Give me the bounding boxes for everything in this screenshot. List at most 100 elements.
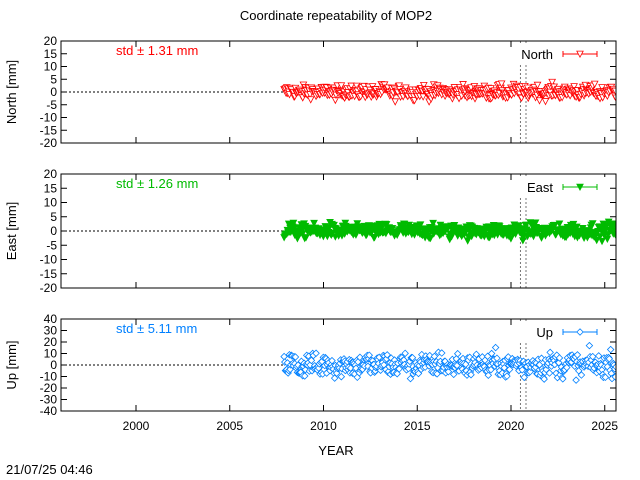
data-point	[585, 341, 594, 350]
series-north	[280, 78, 616, 106]
data-point	[383, 351, 391, 359]
data-point	[487, 349, 496, 358]
y-tick-label: -20	[40, 136, 58, 150]
data-point	[611, 87, 616, 96]
data-point	[365, 351, 374, 359]
data-point	[306, 96, 315, 104]
data-point	[598, 84, 606, 92]
data-point	[401, 349, 409, 358]
data-point	[545, 369, 554, 377]
data-point	[520, 373, 528, 382]
y-tick-label: -10	[40, 253, 58, 267]
data-point	[487, 365, 495, 374]
y-tick-label: 15	[44, 47, 58, 61]
y-tick-label: 20	[44, 167, 58, 181]
legend: Up	[514, 322, 610, 342]
data-point	[612, 94, 616, 102]
data-point	[535, 97, 544, 105]
data-point	[598, 237, 606, 246]
legend-label: Up	[536, 325, 553, 340]
series-east	[280, 218, 616, 246]
y-tick-label: 10	[44, 60, 58, 74]
data-point	[605, 355, 614, 363]
data-point	[548, 78, 557, 87]
y-tick-label: 10	[44, 347, 58, 361]
data-point	[537, 234, 546, 242]
data-point	[426, 351, 434, 360]
data-point	[592, 236, 601, 245]
data-point	[573, 351, 582, 359]
data-point	[596, 233, 604, 241]
y-tick-label: 0	[50, 224, 57, 238]
y-tick-label: 20	[44, 335, 58, 349]
series-up	[280, 341, 616, 384]
legend-marker	[576, 183, 584, 192]
data-point	[310, 219, 318, 228]
y-tick-label: 10	[44, 196, 58, 210]
data-point	[555, 354, 564, 362]
plot-frame	[60, 318, 617, 412]
data-point	[406, 374, 415, 383]
data-point	[408, 353, 417, 362]
data-point	[291, 353, 300, 361]
data-point	[531, 219, 540, 227]
y-tick-label: -30	[40, 393, 58, 407]
y-tick-label: 5	[50, 72, 57, 86]
data-point	[518, 366, 526, 374]
y-tick-label: -10	[40, 111, 58, 125]
y-axis-label: North [mm]	[4, 60, 19, 124]
legend-background	[514, 322, 610, 342]
data-point	[540, 375, 548, 383]
data-point	[529, 232, 538, 241]
data-point	[419, 93, 427, 101]
y-tick-label: -40	[40, 404, 58, 418]
data-point	[484, 371, 493, 380]
y-tick-label: -20	[40, 381, 58, 395]
data-point	[577, 371, 586, 379]
data-point	[429, 219, 437, 228]
data-point	[588, 352, 597, 361]
data-point	[491, 343, 500, 352]
x-tick-label: 2025	[591, 419, 618, 433]
data-point	[346, 364, 355, 372]
data-point	[437, 349, 446, 357]
data-point	[546, 348, 554, 357]
data-point	[404, 364, 413, 373]
legend-marker	[576, 50, 584, 59]
data-point	[572, 376, 580, 384]
data-point	[612, 363, 616, 371]
data-point	[298, 230, 307, 238]
data-point	[505, 365, 514, 374]
data-point	[449, 370, 458, 379]
x-tick-label: 2020	[498, 419, 525, 433]
y-tick-label: 15	[44, 181, 58, 195]
x-tick-label: 2000	[123, 419, 150, 433]
legend-label: North	[521, 47, 553, 62]
y-axis-label: Up [mm]	[4, 340, 19, 389]
y-axis-label: East [mm]	[4, 202, 19, 261]
y-tick-label: 0	[50, 358, 57, 372]
data-point	[388, 225, 397, 233]
data-point	[559, 375, 567, 383]
legend-marker	[576, 328, 584, 336]
data-point	[391, 98, 400, 106]
data-point	[433, 370, 441, 378]
data-point	[312, 349, 320, 358]
data-point	[601, 373, 610, 382]
data-point	[444, 367, 453, 376]
data-point	[401, 84, 410, 92]
data-point	[337, 372, 346, 381]
y-tick-label: -15	[40, 267, 58, 281]
data-point	[526, 367, 534, 376]
data-point	[590, 80, 599, 89]
data-point	[503, 372, 511, 380]
y-tick-label: -15	[40, 123, 58, 137]
data-point	[541, 98, 550, 106]
data-point	[612, 223, 616, 231]
data-point	[453, 349, 462, 358]
